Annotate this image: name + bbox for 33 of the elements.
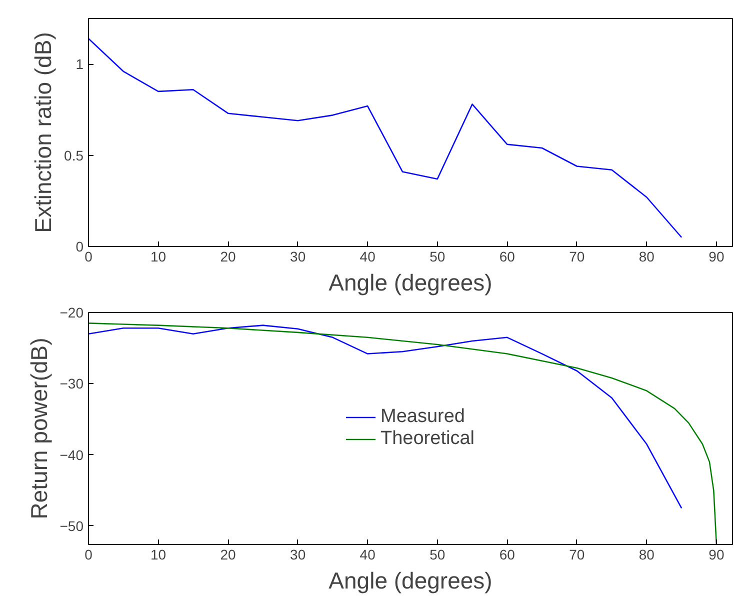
x-tick-label: 70 — [569, 248, 585, 264]
x-tick-label: 50 — [430, 248, 446, 264]
line-series — [88, 324, 682, 509]
x-tick-label: 40 — [360, 546, 376, 562]
legend-label: Measured — [380, 406, 465, 428]
x-tick-label: 60 — [499, 546, 516, 562]
y-tick-label: 0.5 — [64, 147, 84, 164]
x-tick-label: 10 — [150, 248, 166, 264]
y-tick-label: −30 — [60, 376, 84, 392]
x-tick-label: 80 — [638, 248, 655, 264]
x-tick-label: 80 — [638, 546, 655, 562]
x-axis-title: Angle (degrees) — [328, 270, 492, 296]
x-tick-label: 60 — [499, 248, 516, 264]
x-tick-label: 50 — [430, 546, 446, 562]
legend-label: Theoretical — [380, 428, 474, 450]
y-tick-label: −50 — [60, 518, 84, 534]
x-tick-label: 90 — [708, 248, 724, 264]
y-tick-label: 0 — [76, 238, 84, 254]
x-tick-label: 70 — [569, 546, 585, 562]
x-tick-label: 10 — [150, 546, 166, 562]
x-tick-label: 20 — [220, 248, 236, 264]
y-axis-title: Extinction ratio (dB) — [30, 32, 56, 233]
line-series — [88, 38, 682, 238]
x-tick-label: 30 — [290, 546, 306, 562]
y-tick-label: −40 — [60, 446, 84, 463]
y-axis-title: Return power(dB) — [26, 338, 52, 520]
x-tick-label: 20 — [220, 546, 236, 562]
x-tick-label: 90 — [708, 546, 724, 562]
x-tick-label: 40 — [360, 248, 376, 264]
y-tick-label: −20 — [60, 304, 84, 320]
x-tick-label: 30 — [290, 248, 306, 264]
x-axis-title: Angle (degrees) — [328, 568, 492, 594]
y-tick-label: 1 — [76, 56, 84, 72]
